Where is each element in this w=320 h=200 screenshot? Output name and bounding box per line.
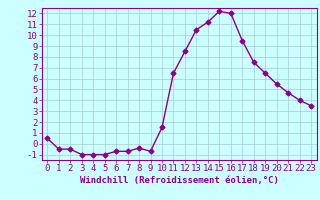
X-axis label: Windchill (Refroidissement éolien,°C): Windchill (Refroidissement éolien,°C) [80, 176, 279, 185]
